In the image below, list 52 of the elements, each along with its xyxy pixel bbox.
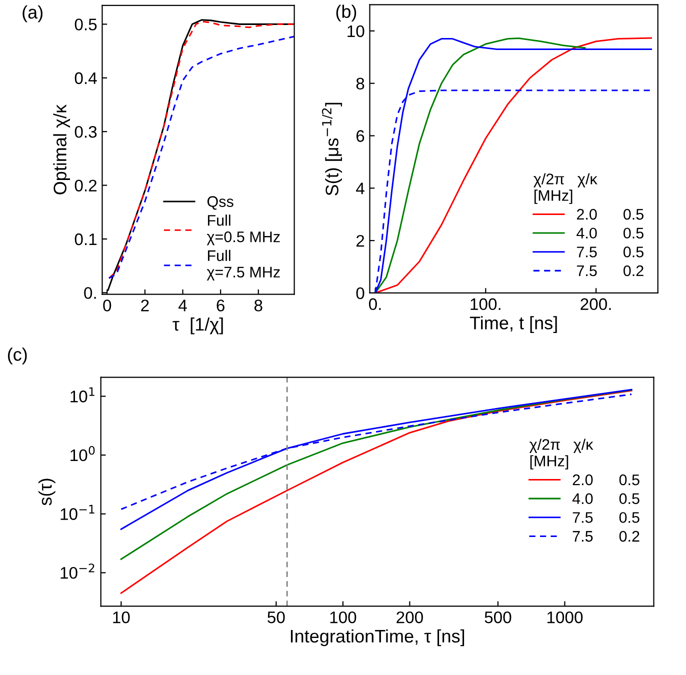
x-tick-label: 50 xyxy=(268,611,285,624)
y-axis-title: s(τ) xyxy=(38,478,56,506)
x-axis-title: IntegrationTime, τ [ns] xyxy=(290,629,464,646)
y-tick-label: 6 xyxy=(356,130,364,142)
y-tick-label: 10$^{0}$ xyxy=(70,446,95,462)
y-tick-label: 0.5 xyxy=(74,18,97,30)
legend-label: 4.0 0.5 xyxy=(572,493,640,504)
x-axis-title: Time, t [ns] xyxy=(470,316,557,333)
legend-label: 2.0 0.5 xyxy=(572,474,640,486)
x-tick-label: 2 xyxy=(141,300,149,312)
text: (b) xyxy=(336,4,356,22)
y-tick-label: 0.1 xyxy=(74,233,97,246)
legend-label: 7.5 0.2 xyxy=(572,530,640,542)
x-tick-label: 10 xyxy=(113,611,130,624)
y-tick-label: 10$^{−2}$ xyxy=(60,564,94,579)
legend-title: χ/2π χ/κ [MHz] xyxy=(529,438,594,470)
x-tick-label: 1000 xyxy=(547,611,583,624)
y-tick-label: 2 xyxy=(356,234,364,247)
y-tick-label: 0.4 xyxy=(74,72,97,84)
y-tick-label: 8 xyxy=(356,78,364,90)
legend-label: Qss xyxy=(207,196,234,210)
x-tick-label: 4 xyxy=(178,300,187,312)
legend-label: 2.0 0.5 xyxy=(576,208,644,220)
y-tick-label: 0.3 xyxy=(74,126,97,138)
x-tick-label: 0 xyxy=(103,300,112,312)
text: (c) xyxy=(8,348,27,364)
y-tick-label: 0. xyxy=(84,287,96,299)
x-tick-label: 6 xyxy=(216,300,224,312)
y-tick-label: 4 xyxy=(356,182,364,194)
x-tick-label: 8 xyxy=(254,300,262,312)
y-tick-label: 10 xyxy=(348,25,364,38)
x-tick-label: 500 xyxy=(484,611,512,624)
y-tick-label: 0 xyxy=(356,287,364,300)
y-axis-title: S(t) [μs$^{−1/2}$] xyxy=(322,102,342,196)
x-tick-label: 100 xyxy=(330,611,356,624)
x-axis-title: τ [1/χ] xyxy=(172,317,223,334)
legend-title: χ/2π χ/κ [MHz] xyxy=(534,173,598,204)
y-axis-title: Optimal χ/κ xyxy=(53,104,70,194)
x-tick-label: 200. xyxy=(580,298,611,310)
x-tick-label: 200 xyxy=(396,611,423,624)
legend-label: 4.0 0.5 xyxy=(576,228,644,239)
y-tick-label: 10$^{−1}$ xyxy=(60,504,94,520)
y-tick-label: 10$^{1}$ xyxy=(70,387,94,402)
legend-label: 7.5 0.5 xyxy=(576,246,644,258)
x-tick-label: 0. xyxy=(368,298,381,310)
text: (a) xyxy=(22,5,42,22)
legend-label: 7.5 0.2 xyxy=(576,265,644,276)
legend-label: Full χ=7.5 MHz xyxy=(206,250,280,281)
x-tick-label: 100. xyxy=(470,298,500,310)
legend-label: 7.5 0.5 xyxy=(572,512,640,523)
y-tick-label: 0.2 xyxy=(74,180,97,192)
legend-label: Full χ=0.5 MHz xyxy=(206,214,280,246)
